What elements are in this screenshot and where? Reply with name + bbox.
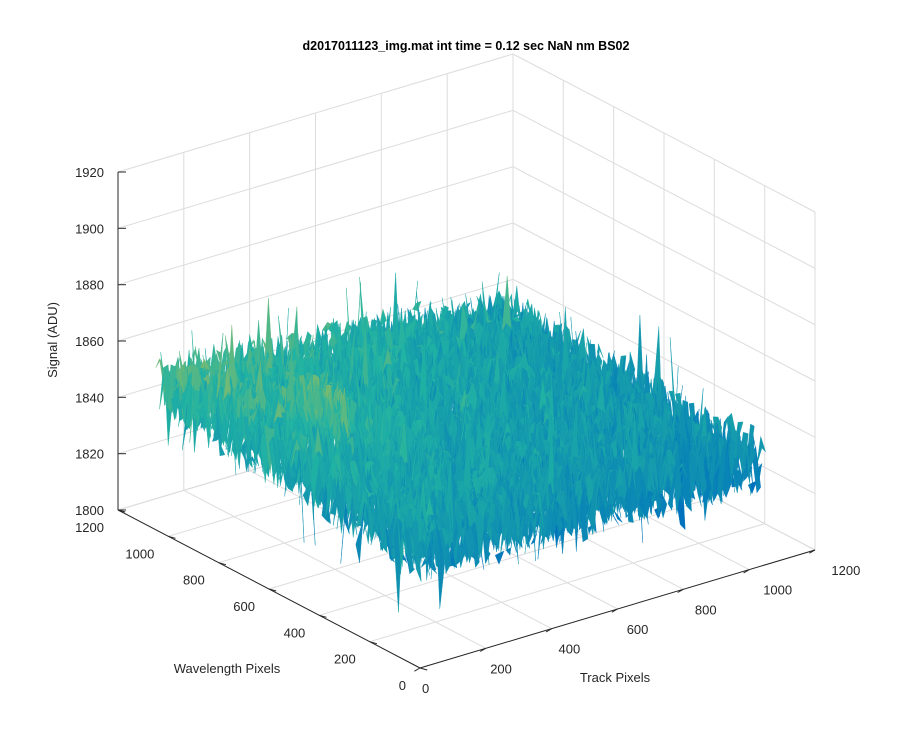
surface-cell bbox=[447, 313, 457, 343]
gridline-floor-y bbox=[319, 496, 715, 616]
gridline-z-back bbox=[117, 222, 514, 342]
x-axis-label: Track Pixels bbox=[580, 670, 651, 685]
gridline-z-back bbox=[117, 109, 514, 229]
gridline-z-side bbox=[512, 109, 816, 269]
x-tick-label: 600 bbox=[627, 622, 649, 637]
x-tick-label: 800 bbox=[695, 602, 717, 617]
z-tick-label: 1860 bbox=[75, 334, 104, 349]
y-tick-label: 600 bbox=[233, 599, 255, 614]
y-tick-label: 800 bbox=[183, 573, 205, 588]
z-tick-label: 1900 bbox=[75, 221, 104, 236]
gridline-z-side bbox=[512, 53, 816, 213]
gridline-z-back bbox=[117, 166, 514, 286]
surface-cell bbox=[511, 316, 522, 322]
y-tick-label: 200 bbox=[334, 652, 356, 667]
x-tick-label: 1200 bbox=[831, 563, 860, 578]
surface-cell bbox=[322, 322, 332, 333]
gridline-z-side bbox=[512, 222, 816, 382]
chart-title: d2017011123_img.mat int time = 0.12 sec … bbox=[303, 39, 630, 53]
x-tick-label: 0 bbox=[422, 681, 429, 696]
z-tick-label: 1800 bbox=[75, 503, 104, 518]
surface-cell bbox=[483, 299, 493, 323]
z-tick-label: 1820 bbox=[75, 447, 104, 462]
z-tick-label: 1920 bbox=[75, 165, 104, 180]
gridline-floor-y bbox=[369, 523, 765, 643]
gridline-z-back bbox=[117, 53, 514, 173]
surface-cell bbox=[435, 322, 445, 334]
z-tick-label: 1880 bbox=[75, 278, 104, 293]
y-axis-label: Wavelength Pixels bbox=[174, 661, 281, 676]
x-tick-mark bbox=[414, 667, 421, 672]
surface-cell bbox=[429, 377, 440, 383]
surface-cell bbox=[382, 347, 392, 371]
surface-plot bbox=[155, 272, 766, 613]
gridline-z-side bbox=[512, 166, 816, 326]
y-tick-label: 1200 bbox=[75, 520, 104, 535]
y-tick-label: 0 bbox=[399, 678, 406, 693]
x-tick-label: 400 bbox=[559, 642, 581, 657]
surface-cell bbox=[502, 275, 512, 332]
y-tick-mark bbox=[419, 667, 428, 671]
z-axis-label: Signal (ADU) bbox=[45, 302, 60, 378]
gridline-z-side bbox=[512, 278, 816, 438]
surface-cell bbox=[512, 285, 522, 333]
x-tick-label: 200 bbox=[490, 661, 512, 676]
z-tick-label: 1840 bbox=[75, 390, 104, 405]
y-tick-label: 400 bbox=[284, 625, 306, 640]
x-tick-label: 1000 bbox=[763, 583, 792, 598]
y-tick-label: 1000 bbox=[125, 546, 154, 561]
